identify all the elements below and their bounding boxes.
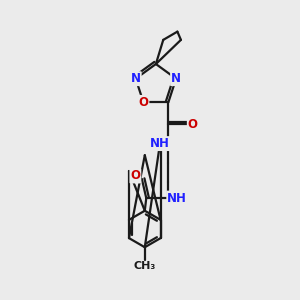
Text: O: O [188, 118, 198, 131]
Text: N: N [131, 72, 141, 85]
Text: CH₃: CH₃ [134, 261, 156, 272]
Text: N: N [171, 72, 181, 85]
Text: O: O [130, 169, 140, 182]
Text: NH: NH [167, 192, 187, 205]
Text: NH: NH [150, 137, 169, 150]
Text: O: O [138, 96, 148, 109]
